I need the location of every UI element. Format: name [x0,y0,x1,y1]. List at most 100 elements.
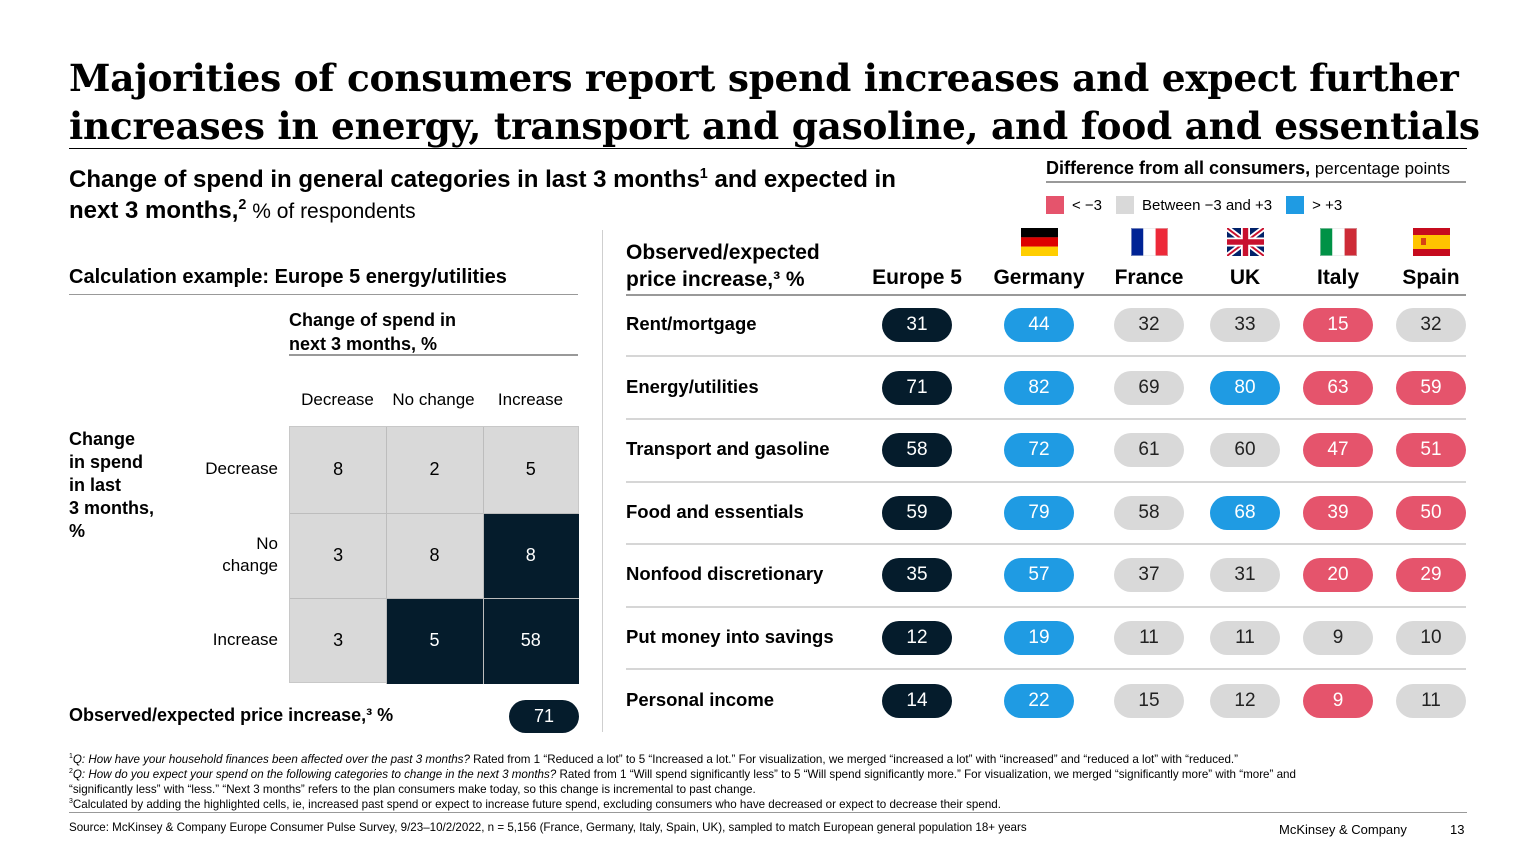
brand-name: McKinsey & Company [1279,822,1407,837]
value-pill: 82 [1004,370,1074,405]
column-header-europe-5: Europe 5 [872,266,962,289]
row-label: Rent/mortgage [626,313,757,334]
calc-row-header-line: in last [69,475,122,495]
subtitle-line-1: Change of spend in general categories in… [69,166,700,193]
subtitle-sup-1: 1 [699,166,708,182]
value-pill: 9 [1303,621,1373,655]
value-pill: 51 [1396,433,1466,468]
calc-cell: 5 [386,598,483,684]
footnote-2-question: Q: How do you expect your spend on the f… [72,768,557,781]
footnote-1-number: 1 [69,753,73,761]
calc-row-header-line: % [69,521,86,541]
subtitle-line-2: next 3 months, [69,197,239,224]
footnote-2-text: Rated from 1 “Will spend significantly l… [556,768,1296,781]
legend: < −3 Between −3 and +3 > +3 [1046,196,1356,214]
value-pill: 44 [1004,308,1074,342]
uk-flag-icon [1227,228,1264,256]
calc-column-label: No change [392,390,475,409]
row-divider [626,605,1466,608]
chart-subtitle: Change of spend in general categories in… [69,164,969,227]
value-pill: 33 [1210,308,1280,342]
calc-cell: 3 [333,630,344,651]
calc-title: Calculation example: Europe 5 energy/uti… [69,266,507,288]
value-pill: 11 [1210,621,1280,655]
subtitle-line-1b: and expected in [707,166,896,193]
calc-cell: 2 [429,459,440,480]
table-header-line-2: price increase,³ % [626,268,805,291]
value-pill: 39 [1303,495,1373,530]
row-divider [626,543,1466,546]
calc-cell: 5 [525,459,536,480]
legend-label: Between −3 and +3 [1142,196,1273,214]
calc-cell: 58 [482,598,579,684]
calc-column-header-line-2: next 3 months, % [289,334,438,354]
calc-divider [69,294,578,295]
page-title: Majorities of consumers report spend inc… [69,54,1489,150]
calc-grid-line [482,427,484,684]
value-pill: 50 [1396,495,1466,530]
calc-cell: 8 [333,459,344,480]
spain-flag-icon [1413,228,1450,256]
value-pill: 60 [1210,433,1280,468]
row-divider [626,417,1466,420]
italy-flag-icon [1320,228,1357,256]
column-header-france: France [1114,266,1184,289]
calc-cell: 3 [333,544,344,565]
value-pill: 12 [1210,683,1280,718]
calc-row-label: Decrease [205,459,278,478]
value-pill: 31 [1210,558,1280,593]
calc-grid-line [290,598,579,599]
row-label: Transport and gasoline [626,438,830,460]
value-pill: 69 [1114,370,1184,405]
calc-cell: 8 [429,544,440,565]
row-label: Food and essentials [626,500,804,522]
value-pill: 12 [882,621,952,655]
value-pill: 35 [882,558,952,593]
legend-swatch [1116,196,1135,214]
value-pill: 9 [1303,683,1373,718]
subtitle-unit: % of respondents [246,200,416,223]
value-pill: 22 [1004,683,1074,718]
footnote-1: 1Q: How have your household finances bee… [69,752,1469,767]
value-pill: 63 [1303,370,1373,405]
legend-swatch [1046,196,1064,214]
france-flag-icon [1131,228,1168,256]
column-header-italy: Italy [1316,266,1360,289]
calc-row-label: Increase [212,630,278,649]
value-pill: 32 [1114,308,1184,342]
legend-divider [1046,181,1466,183]
row-divider [626,355,1466,358]
calc-row-header-line: 3 months, [69,498,155,518]
calc-column-header-line-1: Change of spend in [289,310,457,330]
value-pill: 57 [1004,558,1074,593]
calc-grid-line [386,427,388,684]
legend-title-rest: percentage points [1310,159,1450,178]
value-pill: 11 [1114,621,1184,655]
calc-cell: 8 [482,512,579,598]
value-pill: 31 [882,308,952,342]
panel-divider [602,230,603,732]
footnote-1-question: Q: How have your household finances been… [72,753,470,766]
footer-divider [69,812,1467,813]
table-header-divider [626,294,1466,296]
calc-column-header: Change of spend in next 3 months, % [289,308,456,356]
footnote-2-number: 2 [69,768,73,776]
calc-row-label-no-change: No change [222,534,278,575]
value-pill: 79 [1004,495,1074,530]
value-pill: 71 [882,370,952,405]
table-header-line-1: Observed/expected [626,241,820,264]
calc-grid: 8 2 5 3 8 8 3 5 58 [289,426,579,684]
column-header-germany: Germany [993,266,1085,289]
value-pill: 72 [1004,433,1074,468]
value-pill: 19 [1004,621,1074,655]
row-label: Nonfood discretionary [626,563,824,585]
row-divider [626,668,1466,671]
value-pill: 47 [1303,433,1373,468]
legend-item: Between −3 and +3 [1116,196,1272,214]
legend-swatch [1286,196,1305,214]
calc-price-label: Observed/expected price increase,³ % [69,705,394,725]
legend-title-bold: Difference from all consumers, [1046,158,1311,178]
calc-row-header-line: Change [69,429,136,449]
value-pill: 10 [1396,621,1466,655]
value-pill: 20 [1303,558,1373,593]
